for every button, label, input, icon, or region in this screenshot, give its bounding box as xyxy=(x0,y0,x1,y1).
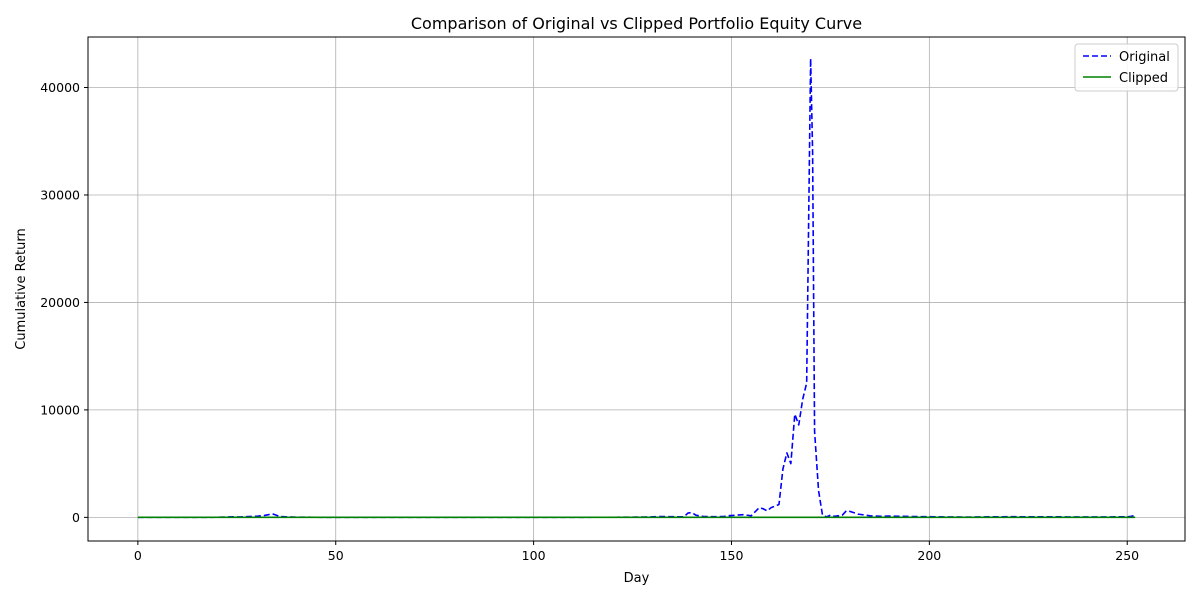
y-tick-label: 0 xyxy=(72,510,80,525)
plot-area-frame xyxy=(87,36,1186,542)
x-tick-label: 0 xyxy=(134,548,142,563)
chart-title: Comparison of Original vs Clipped Portfo… xyxy=(411,14,862,33)
ticks: 0 50 100 150 200 250 0 10000 20000 30000 40000 xyxy=(40,80,1139,563)
x-axis-label: Day xyxy=(624,571,650,586)
y-tick-label: 30000 xyxy=(40,187,80,202)
legend-box xyxy=(1074,43,1179,92)
y-tick-label: 20000 xyxy=(40,295,80,310)
x-tick-label: 200 xyxy=(917,548,941,563)
y-tick-label: 10000 xyxy=(40,402,80,417)
series-layer xyxy=(137,57,1136,519)
series-line-original xyxy=(137,57,1136,519)
grid xyxy=(88,37,1185,541)
legend-label-clipped: Clipped xyxy=(1119,71,1168,86)
x-tick-label: 150 xyxy=(720,548,744,563)
y-tick-label: 40000 xyxy=(40,80,80,95)
x-tick-label: 100 xyxy=(522,548,546,563)
legend: Original Clipped xyxy=(1074,43,1179,92)
y-axis-label: Cumulative Return xyxy=(14,228,29,349)
x-tick-label: 50 xyxy=(328,548,344,563)
legend-label-original: Original xyxy=(1119,50,1170,65)
x-tick-label: 250 xyxy=(1115,548,1139,563)
